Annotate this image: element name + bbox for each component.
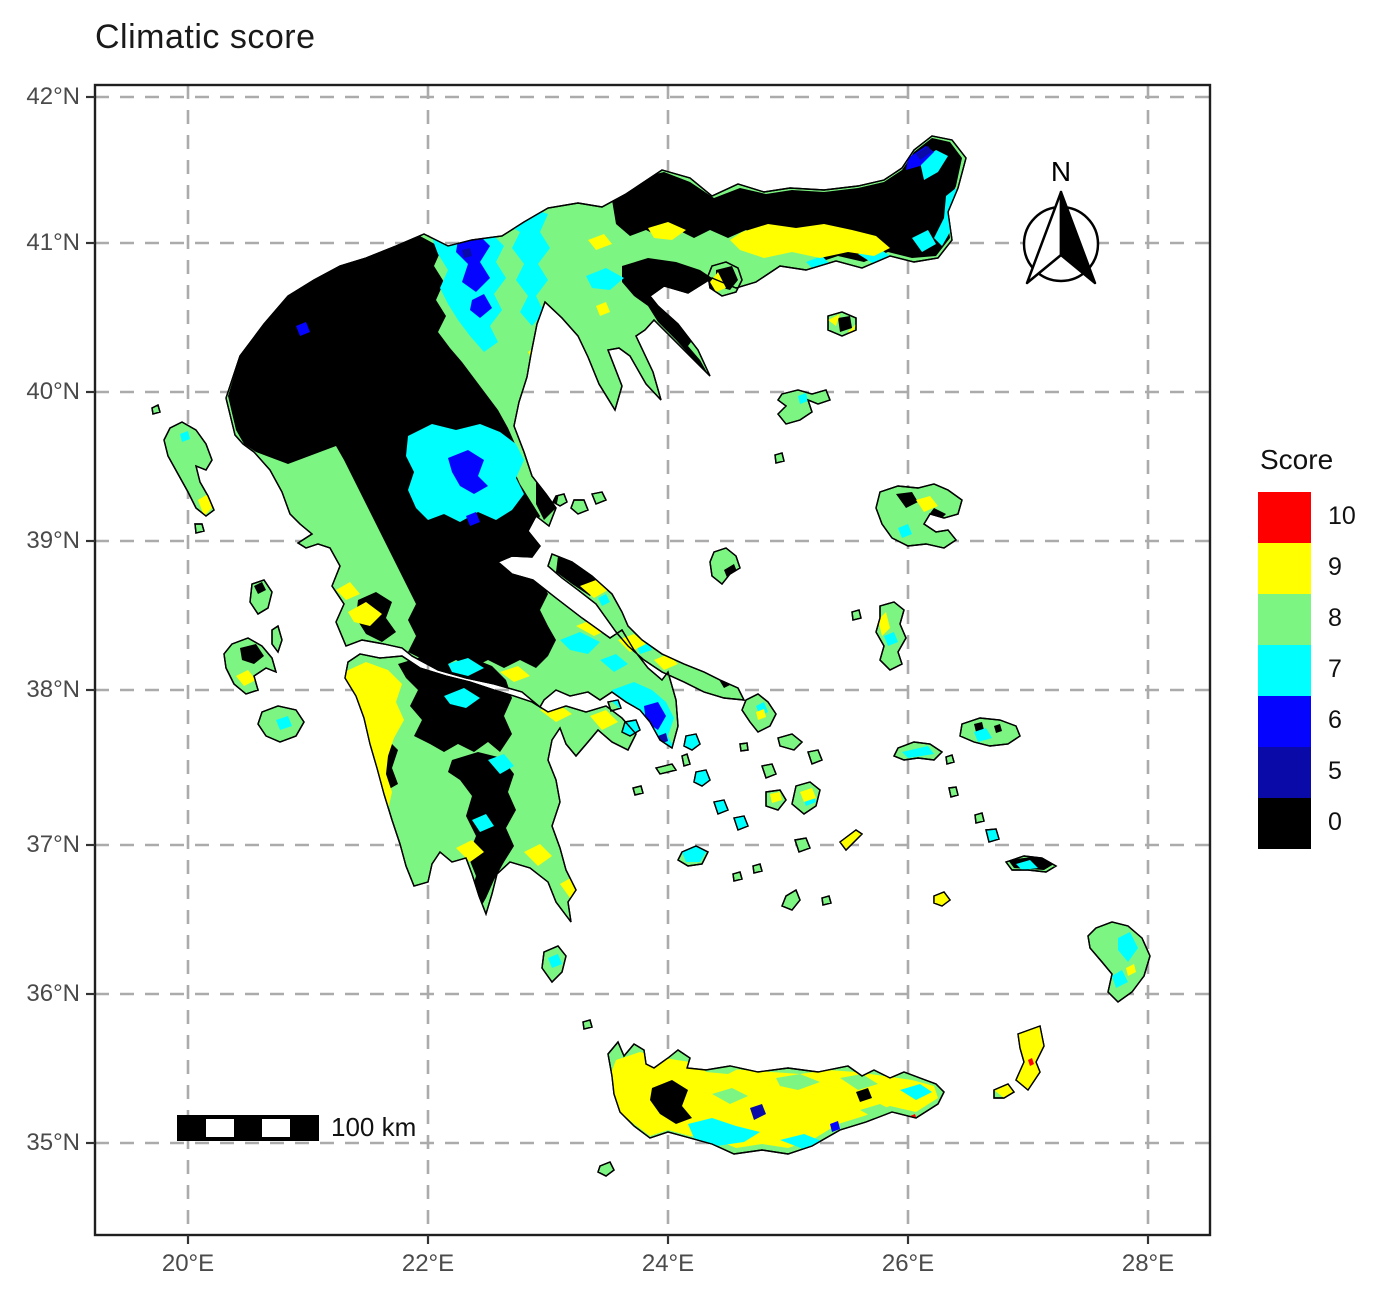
y-tick-label: 40°N xyxy=(26,378,80,405)
legend-title: Score xyxy=(1260,444,1334,475)
legend-swatches: 10 9 8 7 6 5 0 xyxy=(1258,492,1356,849)
x-tick-label: 24°E xyxy=(641,1250,695,1277)
legend-item: 10 xyxy=(1258,492,1356,543)
legend-item: 0 xyxy=(1258,798,1342,849)
y-tick-label: 37°N xyxy=(26,831,80,858)
grid-lines xyxy=(95,85,1210,1235)
panel-border xyxy=(93,83,1212,1237)
x-tick-label: 20°E xyxy=(161,1250,215,1277)
scale-bar xyxy=(177,1115,319,1141)
legend-swatch xyxy=(1258,645,1311,696)
y-tick-label: 39°N xyxy=(26,527,80,554)
legend-label: 7 xyxy=(1328,655,1342,683)
legend-label: 8 xyxy=(1328,604,1342,632)
north-arrow-label: N xyxy=(1050,156,1072,187)
y-tick-label: 42°N xyxy=(26,83,80,110)
legend-label: 6 xyxy=(1328,706,1342,734)
legend-item: 9 xyxy=(1258,543,1342,594)
page-title: Climatic score xyxy=(95,18,316,56)
raster-overlays xyxy=(180,138,1138,1150)
x-tick-label: 28°E xyxy=(1121,1250,1175,1277)
legend-item: 8 xyxy=(1258,594,1342,645)
y-tick-label: 38°N xyxy=(26,676,80,703)
x-tick-label: 22°E xyxy=(401,1250,455,1277)
y-tick-label: 35°N xyxy=(26,1129,80,1156)
legend-item: 7 xyxy=(1258,645,1342,696)
legend-swatch xyxy=(1258,798,1311,849)
x-tick-label: 26°E xyxy=(881,1250,935,1277)
legend-label: 9 xyxy=(1328,553,1342,581)
y-tick-label: 41°N xyxy=(26,229,80,256)
legend-swatch xyxy=(1258,594,1311,645)
axis-ticks xyxy=(86,95,1150,1244)
legend-label: 10 xyxy=(1328,502,1356,530)
legend-swatch xyxy=(1258,543,1311,594)
legend-swatch xyxy=(1258,696,1311,747)
legend-item: 5 xyxy=(1258,747,1342,798)
legend-label: 0 xyxy=(1328,808,1342,836)
legend-label: 5 xyxy=(1328,757,1342,785)
legend-swatch xyxy=(1258,492,1311,543)
legend-item: 6 xyxy=(1258,696,1342,747)
scale-bar-label: 100 km xyxy=(331,1112,417,1142)
legend: Score 10 9 8 7 6 5 0 xyxy=(1258,444,1378,849)
legend-swatch xyxy=(1258,747,1311,798)
y-tick-label: 36°N xyxy=(26,980,80,1007)
north-arrow-icon xyxy=(1022,190,1100,285)
